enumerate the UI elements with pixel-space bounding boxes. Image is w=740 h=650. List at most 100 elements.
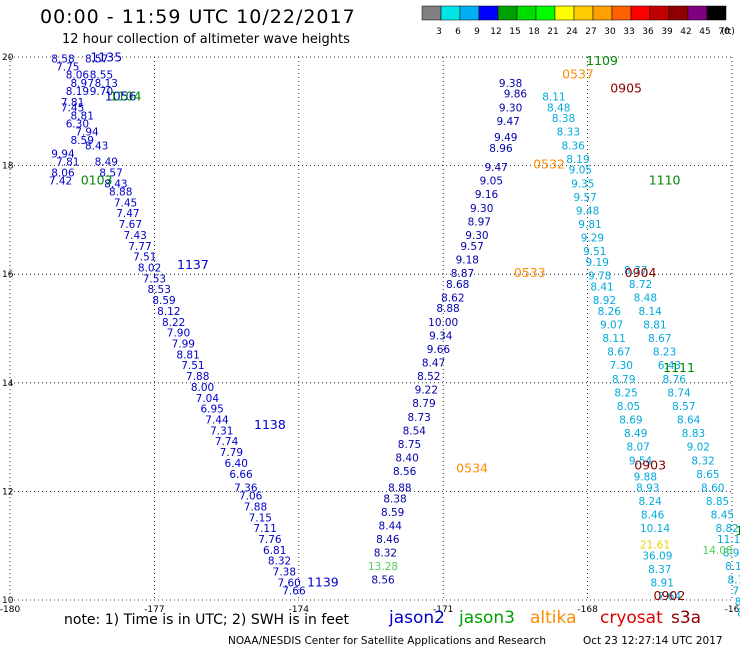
data-point-label: 7.81 [56, 157, 79, 169]
colorbar: 3 6 9 12 15 18 21 24 27 30 33 36 39 42 45 70(ft) [421, 5, 735, 37]
time-label: 1110 [649, 173, 681, 188]
data-point-label: 7.06 [239, 491, 263, 503]
data-point-label: 6.43 [658, 360, 681, 372]
data-point-label: 7.64 [658, 591, 682, 603]
footer-note: note: 1) Time is in UTC; 2) SWH is in fe… [64, 612, 350, 628]
data-point-label: 8.73 [407, 412, 430, 424]
data-point-label: 8.49 [624, 428, 647, 440]
y-tick-label: 18 [2, 162, 14, 172]
colorbar-tick: 9 [474, 27, 480, 37]
data-point-label: 7.66 [282, 586, 306, 598]
data-point-label: 8.56 [393, 466, 417, 478]
data-point-label: 9.70 [90, 86, 113, 98]
data-point-label: 8.41 [590, 281, 613, 293]
data-point-label: 6.66 [229, 469, 253, 481]
data-point-label: 8.23 [653, 347, 676, 359]
data-point-label: 8.57 [99, 167, 122, 179]
y-tick-label: 10 [2, 596, 14, 606]
data-point-label: 9.35 [571, 178, 594, 190]
time-label: 1109 [586, 53, 618, 68]
data-point-label: 7.93 [732, 586, 740, 598]
data-point-label: 7.43 [123, 230, 146, 242]
chart-title: 00:00 - 11:59 UTC 10/22/2017 [40, 6, 356, 28]
data-point-label: 8.81 [643, 320, 666, 332]
data-point-label: 6.40 [225, 458, 248, 470]
data-point-label: 9.94 [51, 148, 75, 160]
data-point-label: 6.81 [263, 545, 286, 557]
data-point-label: 8.74 [667, 387, 691, 399]
data-point-label: 8.97 [71, 78, 94, 90]
data-point-label: 7.77 [128, 241, 151, 253]
data-point-label: 7.94 [75, 127, 99, 139]
data-point-label: 9.51 [583, 246, 606, 258]
chart-subtitle: 12 hour collection of altimeter wave hei… [62, 32, 350, 47]
data-point-label: 8.19 [66, 86, 89, 98]
data-point-label: 8.22 [162, 317, 185, 329]
legend-jason3: jason3 [459, 608, 515, 628]
time-label: 1056 [105, 88, 137, 103]
data-point-label: 8.93 [636, 482, 659, 494]
data-point-label: 7.90 [167, 328, 190, 340]
data-point-label: 9.48 [576, 205, 599, 217]
data-point-label: 9.02 [687, 442, 710, 454]
data-point-label: 8.81 [176, 349, 199, 361]
data-point-label: 8.33 [557, 127, 580, 139]
data-point-label: 8.67 [735, 596, 740, 608]
data-point-label: 8.58 [51, 53, 74, 65]
data-point-label: 8.11 [602, 333, 625, 345]
colorbar-tick: 12 [490, 27, 501, 37]
time-label: 1137 [177, 257, 209, 272]
data-point-label: 8.92 [593, 295, 616, 307]
data-point-label: 8.05 [617, 401, 640, 413]
data-point-label: 10.00 [428, 317, 458, 329]
data-point-label: 8.53 [148, 284, 171, 296]
data-point-label: 8.43 [104, 178, 127, 190]
data-point-label: 11.18 [717, 534, 740, 546]
time-label: 0902 [654, 588, 686, 603]
data-point-label: 7.74 [215, 436, 239, 448]
data-point-label: 9.38 [499, 78, 522, 90]
data-point-label: 8.19 [566, 154, 589, 166]
data-point-label: 8.12 [737, 607, 740, 619]
time-label: 0534 [456, 460, 488, 475]
data-point-label: 8.13 [95, 78, 118, 90]
data-point-label: 8.73 [728, 575, 740, 587]
time-label: 1111 [663, 360, 695, 375]
time-label: 0533 [514, 265, 546, 280]
time-label: 0537 [562, 67, 594, 82]
data-point-label: 8.76 [663, 374, 687, 386]
data-point-label: 7.60 [277, 577, 300, 589]
colorbar-tick: 36 [642, 27, 654, 37]
data-point-label: 8.82 [715, 523, 738, 535]
data-point-label: 8.59 [381, 507, 404, 519]
data-point-label: 8.62 [441, 292, 464, 304]
data-point-label: 9.86 [504, 89, 528, 101]
data-point-label: 8.49 [95, 157, 118, 169]
data-point-label: 7.38 [273, 567, 296, 579]
colorbar-tick: 3 [436, 27, 442, 37]
data-point-label: 7.51 [133, 252, 156, 264]
time-label: 1138 [254, 417, 286, 432]
colorbar-tick: 15 [509, 27, 520, 37]
data-point-label: 8.26 [598, 306, 622, 318]
data-point-label: 8.00 [191, 382, 214, 394]
y-tick-label: 14 [2, 379, 14, 389]
data-point-label: 8.96 [489, 143, 513, 155]
data-point-label: 8.12 [157, 306, 180, 318]
data-point-label: 8.67 [607, 347, 630, 359]
data-point-label: 7.88 [244, 501, 267, 513]
colorbar-tick: 33 [623, 27, 634, 37]
data-point-label: 8.87 [451, 268, 474, 280]
data-point-label: 8.83 [682, 428, 705, 440]
data-point-label: 8.48 [634, 292, 657, 304]
data-point-label: 7.31 [210, 425, 233, 437]
data-point-label: 7.53 [143, 273, 166, 285]
data-point-label: 8.67 [648, 333, 671, 345]
data-point-label: 7.79 [220, 447, 243, 459]
data-point-label: 8.85 [706, 496, 729, 508]
data-point-label: 7.81 [61, 97, 84, 109]
legend-altika: altika [530, 608, 577, 628]
data-point-label: 8.60 [701, 482, 724, 494]
data-point-label: 8.44 [379, 520, 403, 532]
